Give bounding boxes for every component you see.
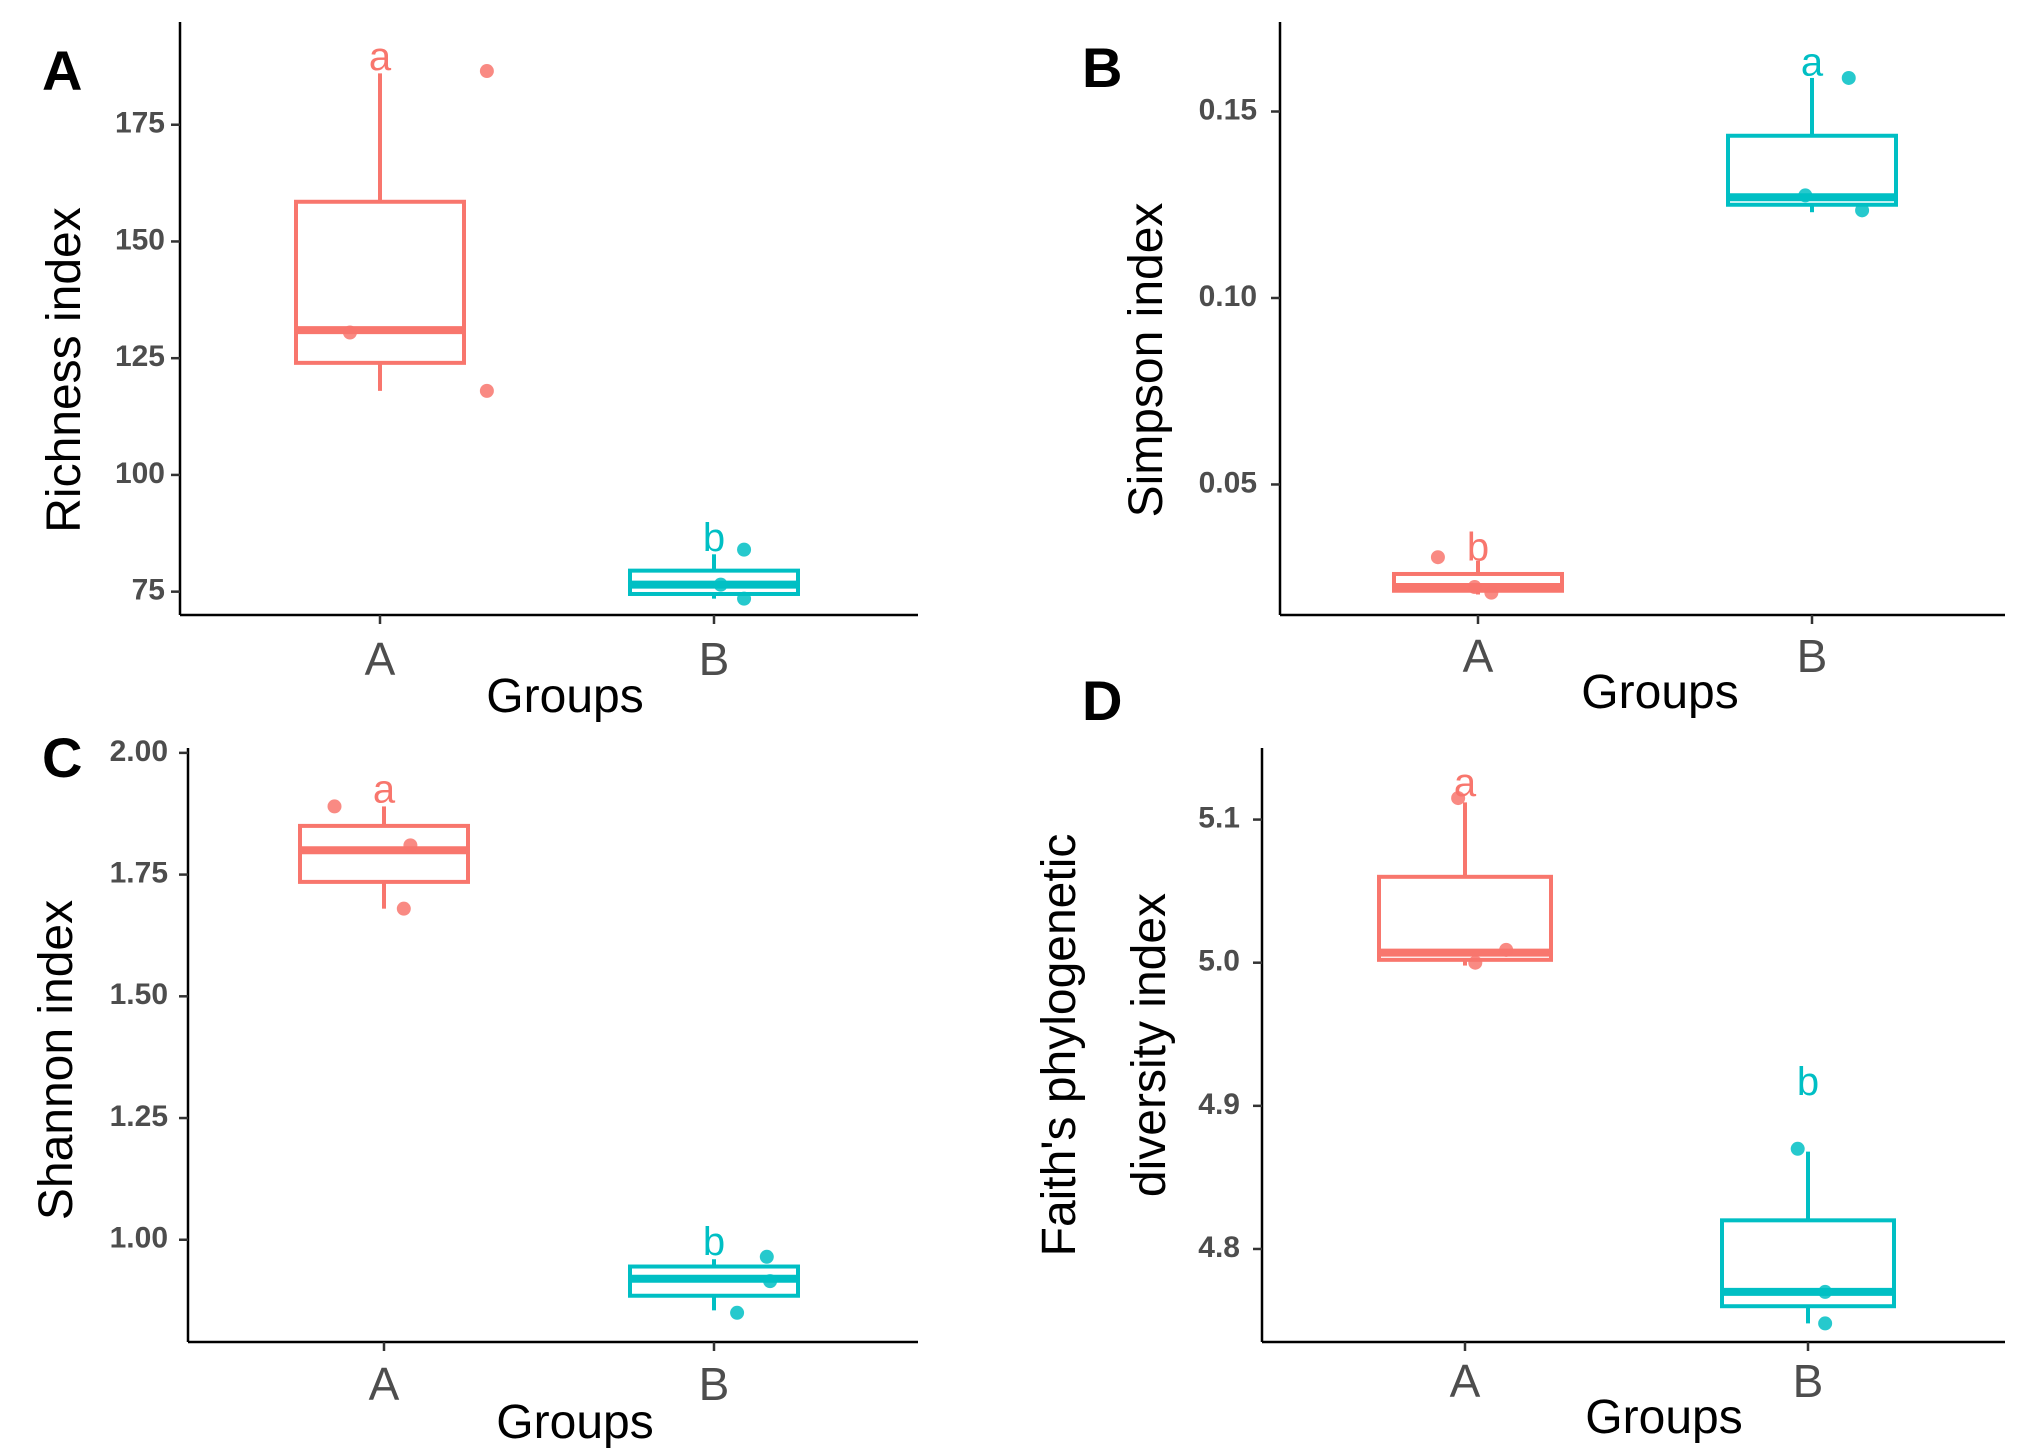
significance-letter: b bbox=[703, 516, 725, 560]
panel-label: C bbox=[42, 726, 82, 789]
y-tick-label: 5.1 bbox=[1198, 801, 1240, 834]
panel-label: D bbox=[1082, 669, 1122, 732]
data-point bbox=[1798, 188, 1813, 203]
data-point bbox=[737, 542, 752, 557]
significance-letter: a bbox=[1801, 40, 1824, 84]
panel-richness: A 75 100 125 150 175 A B Groups Richness index a b bbox=[38, 22, 918, 723]
significance-letter: a bbox=[369, 35, 392, 79]
y-axis-title: Richness index bbox=[38, 207, 91, 533]
significance-letter: b bbox=[703, 1220, 725, 1264]
data-point bbox=[1818, 1284, 1833, 1299]
data-point bbox=[403, 838, 418, 853]
panel-label: B bbox=[1082, 36, 1122, 99]
x-tick-label: B bbox=[699, 633, 730, 685]
boxplot-group-b: b bbox=[1720, 1060, 1896, 1324]
data-point bbox=[1790, 1141, 1805, 1156]
data-point bbox=[1499, 942, 1514, 957]
y-tick-label: 0.15 bbox=[1199, 93, 1257, 126]
x-tick-label: B bbox=[1793, 1355, 1824, 1407]
y-axis-title: Simpson index bbox=[1120, 203, 1173, 518]
panel-label: A bbox=[42, 39, 82, 102]
data-point bbox=[759, 1249, 774, 1264]
boxplot-group-b: b bbox=[628, 1220, 800, 1311]
y-axis-title: Shannon index bbox=[30, 900, 83, 1220]
x-axis-title: Groups bbox=[486, 670, 643, 723]
panel-shannon: C 1.00 1.25 1.50 1.75 2.00 A B Groups Shannon ind… bbox=[30, 726, 918, 1449]
boxplot-group-a: a bbox=[1377, 761, 1553, 966]
y-tick-label: 175 bbox=[115, 107, 165, 140]
x-tick-label: B bbox=[1797, 630, 1828, 682]
data-point bbox=[1430, 550, 1445, 565]
data-point bbox=[713, 577, 728, 592]
data-point bbox=[396, 901, 411, 916]
data-point bbox=[342, 325, 357, 340]
y-tick-label: 4.8 bbox=[1198, 1231, 1240, 1264]
data-point bbox=[1451, 791, 1466, 806]
data-point bbox=[479, 64, 494, 79]
box-iqr bbox=[1726, 133, 1898, 207]
y-tick-label: 150 bbox=[115, 223, 165, 256]
data-point bbox=[1841, 70, 1856, 85]
x-tick-label: A bbox=[369, 1358, 400, 1410]
y-tick-label: 75 bbox=[132, 574, 165, 607]
y-tick-label: 5.0 bbox=[1198, 945, 1240, 978]
y-tick-label: 1.50 bbox=[110, 978, 168, 1011]
y-axis-title-line1: Faith's phylogenetic bbox=[1033, 834, 1086, 1257]
data-point bbox=[730, 1305, 745, 1320]
significance-letter: b bbox=[1467, 525, 1489, 569]
panel-simpson: B 0.05 0.10 0.15 A B Groups Simpson index b a bbox=[1082, 22, 2005, 719]
significance-letter: a bbox=[373, 767, 396, 811]
box-iqr bbox=[294, 199, 466, 365]
y-tick-label: 1.00 bbox=[110, 1222, 168, 1255]
x-axis-title: Groups bbox=[1581, 666, 1738, 719]
y-tick-label: 125 bbox=[115, 340, 165, 373]
box-iqr bbox=[1377, 874, 1553, 962]
x-tick-label: A bbox=[1463, 630, 1494, 682]
data-point bbox=[1484, 585, 1499, 600]
boxplot-group-a: a bbox=[298, 767, 470, 909]
significance-letter: b bbox=[1797, 1060, 1819, 1104]
data-point bbox=[327, 799, 342, 814]
y-tick-label: 4.9 bbox=[1198, 1088, 1240, 1121]
data-point bbox=[479, 383, 494, 398]
y-tick-label: 0.05 bbox=[1199, 466, 1257, 499]
data-point bbox=[1818, 1316, 1833, 1331]
data-point bbox=[1467, 580, 1482, 595]
data-point bbox=[763, 1274, 778, 1289]
y-axis-title-line2: diversity index bbox=[1123, 893, 1176, 1197]
data-point bbox=[1468, 955, 1483, 970]
y-tick-label: 1.25 bbox=[110, 1100, 168, 1133]
y-tick-label: 0.10 bbox=[1199, 280, 1257, 313]
x-tick-label: B bbox=[699, 1358, 730, 1410]
x-axis-title: Groups bbox=[496, 1396, 653, 1449]
x-tick-label: A bbox=[1450, 1355, 1481, 1407]
y-tick-label: 1.75 bbox=[110, 857, 168, 890]
x-axis-title: Groups bbox=[1585, 1391, 1742, 1444]
x-tick-label: A bbox=[365, 633, 396, 685]
y-tick-label: 100 bbox=[115, 457, 165, 490]
data-point bbox=[1855, 203, 1870, 218]
y-tick-label: 2.00 bbox=[110, 735, 168, 768]
panel-faith-pd: D 4.8 4.9 5.0 5.1 A B Groups Faith's phylogeneti… bbox=[1033, 669, 2005, 1444]
boxplot-group-b: a bbox=[1726, 40, 1898, 213]
data-point bbox=[737, 591, 752, 606]
boxplot-group-a: a bbox=[294, 35, 466, 391]
